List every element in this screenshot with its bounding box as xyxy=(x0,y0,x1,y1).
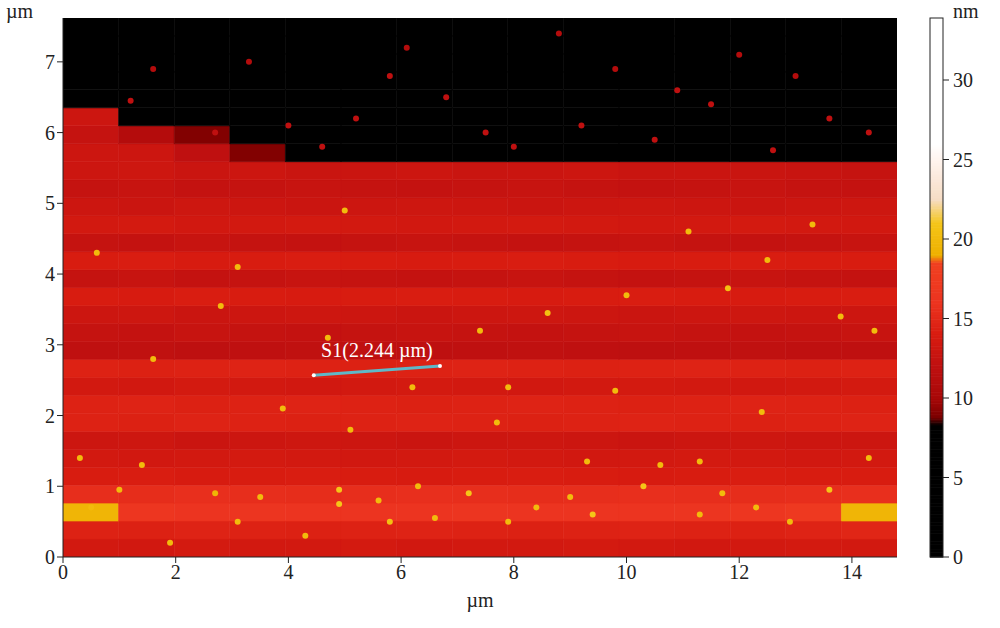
svg-text:5: 5 xyxy=(953,467,963,489)
svg-text:25: 25 xyxy=(953,149,973,171)
svg-text:1: 1 xyxy=(45,475,55,497)
svg-text:5: 5 xyxy=(45,192,55,214)
svg-text:8: 8 xyxy=(509,561,519,583)
svg-text:µm: µm xyxy=(6,0,34,23)
svg-text:S1(2.244 µm): S1(2.244 µm) xyxy=(321,339,433,362)
svg-text:2: 2 xyxy=(45,405,55,427)
svg-text:7: 7 xyxy=(45,51,55,73)
svg-text:3: 3 xyxy=(45,334,55,356)
svg-text:0: 0 xyxy=(953,546,963,568)
svg-text:nm: nm xyxy=(953,0,979,22)
svg-text:6: 6 xyxy=(45,122,55,144)
svg-text:20: 20 xyxy=(953,228,973,250)
svg-text:10: 10 xyxy=(953,387,973,409)
svg-text:4: 4 xyxy=(45,263,55,285)
svg-text:0: 0 xyxy=(45,546,55,568)
svg-text:30: 30 xyxy=(953,69,973,91)
svg-text:4: 4 xyxy=(283,561,293,583)
svg-text:2: 2 xyxy=(171,561,181,583)
svg-text:0: 0 xyxy=(58,561,68,583)
svg-text:15: 15 xyxy=(953,308,973,330)
svg-text:12: 12 xyxy=(729,561,749,583)
svg-text:10: 10 xyxy=(617,561,637,583)
svg-text:6: 6 xyxy=(396,561,406,583)
svg-text:14: 14 xyxy=(842,561,862,583)
svg-text:µm: µm xyxy=(466,589,494,612)
